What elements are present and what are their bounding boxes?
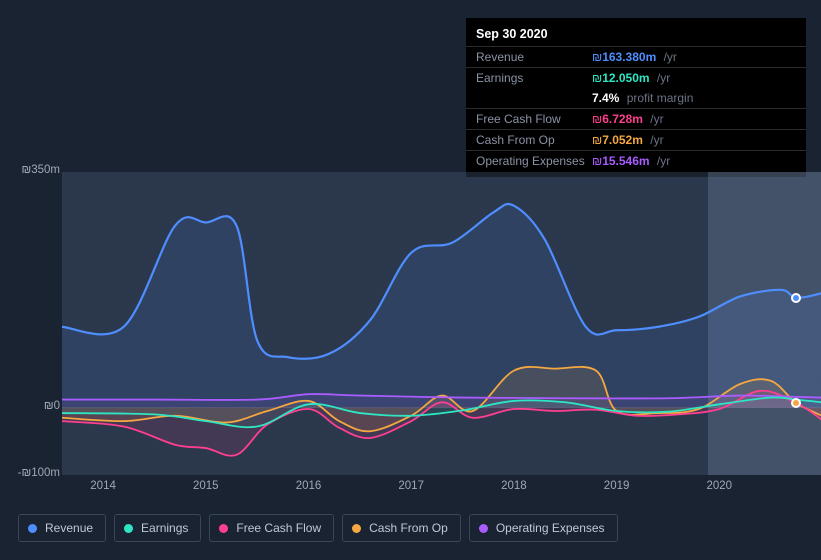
tooltip-row: 7.4% profit margin (466, 88, 806, 108)
tooltip-row: Cash From Op₪7.052m /yr (466, 129, 806, 150)
legend-label: Revenue (45, 521, 93, 535)
legend-dot-icon (219, 524, 228, 533)
x-axis-label: 2014 (90, 480, 116, 492)
tooltip-value: ₪6.728m /yr (592, 112, 664, 126)
x-axis: 2014 2015 2016 2017 2018 2019 2020 (62, 480, 821, 500)
series-area-revenue (62, 204, 821, 408)
legend-dot-icon (124, 524, 133, 533)
tooltip-row: Earnings₪12.050m /yr (466, 67, 806, 88)
tooltip-value: ₪163.380m /yr (592, 50, 677, 64)
plot-area[interactable] (62, 172, 821, 475)
legend-item-revenue[interactable]: Revenue (18, 514, 106, 542)
tooltip-label: Cash From Op (476, 133, 592, 147)
legend-dot-icon (352, 524, 361, 533)
x-axis-label: 2017 (398, 480, 424, 492)
x-axis-label: 2015 (193, 480, 219, 492)
financials-chart[interactable]: ₪350m₪0-₪100m 20142015201620172018201920… (15, 154, 805, 474)
legend-item-earnings[interactable]: Earnings (114, 514, 201, 542)
legend-label: Earnings (141, 521, 188, 535)
x-axis-label: 2018 (501, 480, 527, 492)
legend-dot-icon (28, 524, 37, 533)
tooltip-label (476, 91, 592, 105)
tooltip-row: Revenue₪163.380m /yr (466, 46, 806, 67)
tooltip-row: Free Cash Flow₪6.728m /yr (466, 108, 806, 129)
legend-item-operating-expenses[interactable]: Operating Expenses (469, 514, 618, 542)
x-axis-label: 2019 (604, 480, 630, 492)
hover-marker (791, 398, 801, 408)
y-axis-label: ₪0 (15, 400, 60, 412)
tooltip-label: Earnings (476, 71, 592, 85)
hover-marker (791, 293, 801, 303)
legend-dot-icon (479, 524, 488, 533)
legend-label: Cash From Op (369, 521, 448, 535)
legend-label: Free Cash Flow (236, 521, 321, 535)
chart-legend: Revenue Earnings Free Cash Flow Cash From O… (18, 514, 618, 542)
legend-item-free-cash-flow[interactable]: Free Cash Flow (209, 514, 334, 542)
tooltip-date: Sep 30 2020 (466, 24, 806, 46)
x-axis-label: 2020 (707, 480, 733, 492)
legend-item-cash-from-op[interactable]: Cash From Op (342, 514, 461, 542)
y-axis-label: ₪350m (15, 164, 60, 176)
tooltip-value: ₪12.050m /yr (592, 71, 670, 85)
y-axis-label: -₪100m (15, 467, 60, 479)
tooltip-label: Free Cash Flow (476, 112, 592, 126)
legend-label: Operating Expenses (496, 521, 605, 535)
tooltip-label: Revenue (476, 50, 592, 64)
tooltip-value: ₪7.052m /yr (592, 133, 664, 147)
x-axis-label: 2016 (296, 480, 322, 492)
tooltip-value: 7.4% profit margin (592, 91, 693, 105)
